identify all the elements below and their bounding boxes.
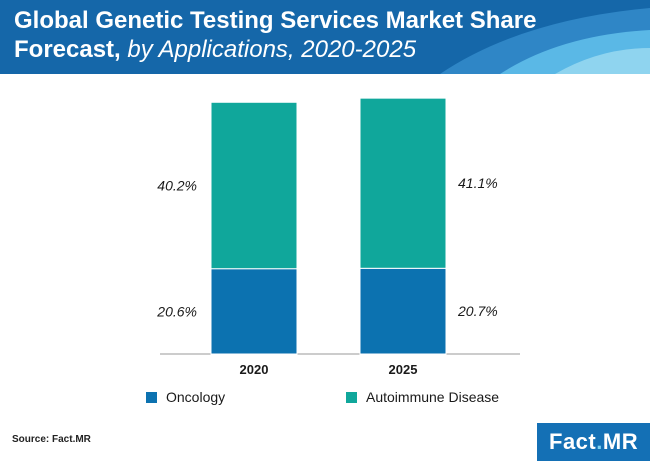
title-main: Global Genetic Testing Services Market S… (14, 7, 537, 63)
legend-item-autoimmune: Autoimmune Disease (346, 389, 499, 405)
logo-text-main: Fact (549, 429, 597, 454)
logo-text-end: MR (602, 429, 639, 454)
stacked-bar-chart: 20.6% 40.2% 2020 20.7% 41.1% 2025 (156, 97, 520, 377)
legend-label-autoimmune: Autoimmune Disease (366, 389, 500, 405)
logo-text-dot: . (596, 429, 603, 454)
legend-item-oncology: Oncology (146, 389, 225, 405)
source-note: Source: Fact.MR (12, 434, 91, 445)
bar-autoimmune-2020 (210, 101, 298, 270)
legend-label-oncology: Oncology (166, 389, 226, 405)
legend-swatch-autoimmune (346, 391, 357, 403)
data-label-oncology-2020: 20.6% (156, 303, 197, 319)
data-label-autoimmune-2020: 40.2% (157, 178, 197, 194)
title-subtitle: by Applications, 2020-2025 (127, 36, 417, 63)
title-banner: Global Genetic Testing Services Market S… (0, 0, 650, 74)
legend-swatch-oncology (146, 391, 157, 403)
x-tick-label-2020: 2020 (240, 362, 269, 377)
bar-autoimmune-2025 (359, 97, 447, 269)
x-tick-label-2025: 2025 (389, 362, 418, 377)
logo-text: Fact.MR (549, 429, 638, 455)
bar-oncology-2025 (359, 267, 447, 355)
banner-background (0, 0, 650, 74)
page-title: Global Genetic Testing Services Market S… (14, 6, 574, 64)
data-label-oncology-2025: 20.7% (457, 303, 498, 319)
factmr-logo: Fact.MR (537, 423, 650, 461)
chart-legend: Oncology Autoimmune Disease (0, 389, 650, 407)
bar-oncology-2020 (210, 268, 298, 355)
data-label-autoimmune-2025: 41.1% (458, 175, 498, 191)
